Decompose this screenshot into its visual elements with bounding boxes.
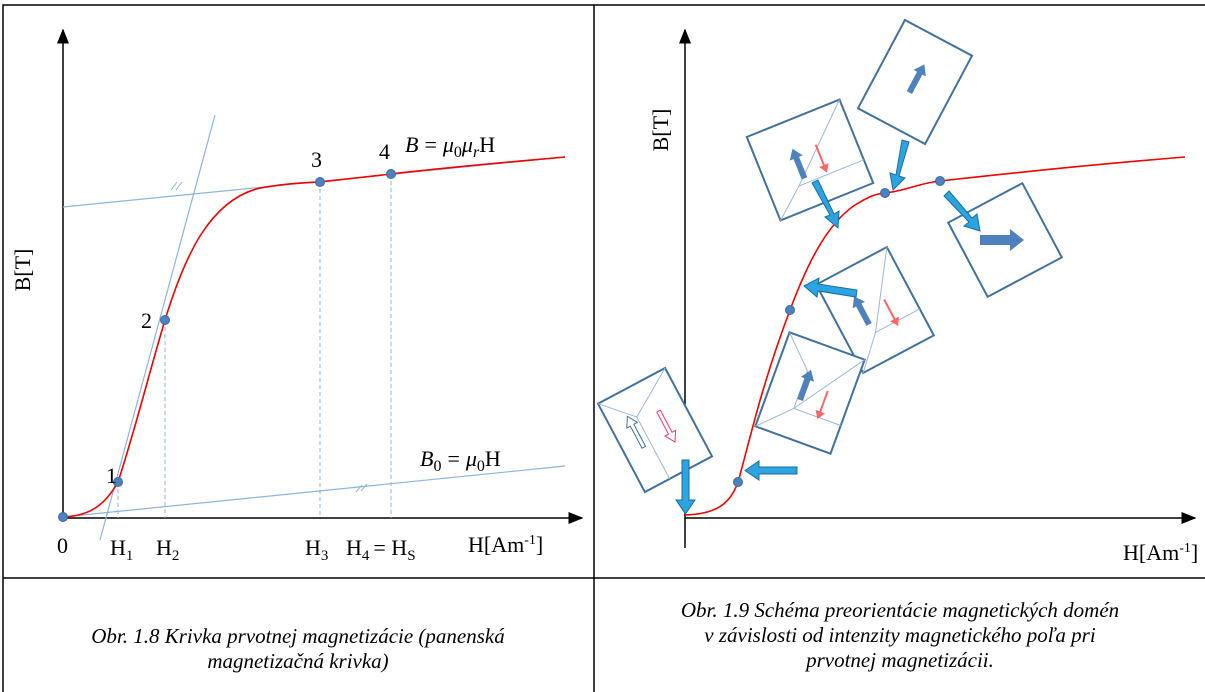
page: 1 2 3 4 B[T] 0 H1 H2 H3 H4= HS H[Am-1] B… xyxy=(0,0,1205,692)
x-tick-label: H3 xyxy=(305,535,328,564)
x-tick-label: H1 xyxy=(110,535,133,564)
point-label: 4 xyxy=(379,139,390,164)
domain-box xyxy=(858,20,972,144)
point-label: 3 xyxy=(311,147,322,172)
point-label: 1 xyxy=(106,463,117,488)
x-tick-label: H2 xyxy=(156,535,179,564)
x-axis-label: H[Am-1] xyxy=(468,532,543,557)
hatch-marks xyxy=(171,182,367,492)
domain-box xyxy=(747,100,873,221)
point xyxy=(387,170,396,179)
point xyxy=(161,316,170,325)
caption-line: v závislosti od intenzity magnetického p… xyxy=(704,623,1096,647)
magnetization-curve xyxy=(685,157,1185,515)
equation: B=μ0μrH xyxy=(405,132,495,161)
caption-line: Obr. 1.8 Krivka prvotnej magnetizácie (p… xyxy=(91,624,505,648)
vacuum-line xyxy=(63,466,565,517)
domain-box xyxy=(755,332,864,453)
point xyxy=(786,306,795,315)
x-axis-label: H[Am-1] xyxy=(1123,540,1198,565)
caption-line: Obr. 1.9 Schéma preorientácie magnetický… xyxy=(681,598,1119,622)
y-label: B[T] xyxy=(10,249,35,292)
point xyxy=(881,189,890,198)
figure-table: 1 2 3 4 B[T] 0 H1 H2 H3 H4= HS H[Am-1] B… xyxy=(0,0,1205,692)
equation: B0=μ0H xyxy=(420,446,501,475)
right-diagram: B[T] H[Am-1] xyxy=(598,20,1198,565)
point xyxy=(59,513,68,522)
origin-label: 0 xyxy=(57,533,68,558)
point xyxy=(316,178,325,187)
point xyxy=(936,177,945,186)
y-label: B[T] xyxy=(648,109,673,152)
tangent-line xyxy=(100,115,215,540)
caption-line: prvotnej magnetizácii. xyxy=(804,648,994,672)
point xyxy=(734,478,743,487)
x-tick-label: H4= HS xyxy=(346,535,416,564)
table-borders xyxy=(3,5,1205,692)
caption-line: magnetizačná krivka) xyxy=(207,649,388,673)
left-diagram: 1 2 3 4 B[T] 0 H1 H2 H3 H4= HS H[Am-1] B… xyxy=(10,30,582,564)
point-label: 2 xyxy=(141,308,152,333)
domain-box xyxy=(948,183,1062,297)
domain-box xyxy=(598,368,712,492)
